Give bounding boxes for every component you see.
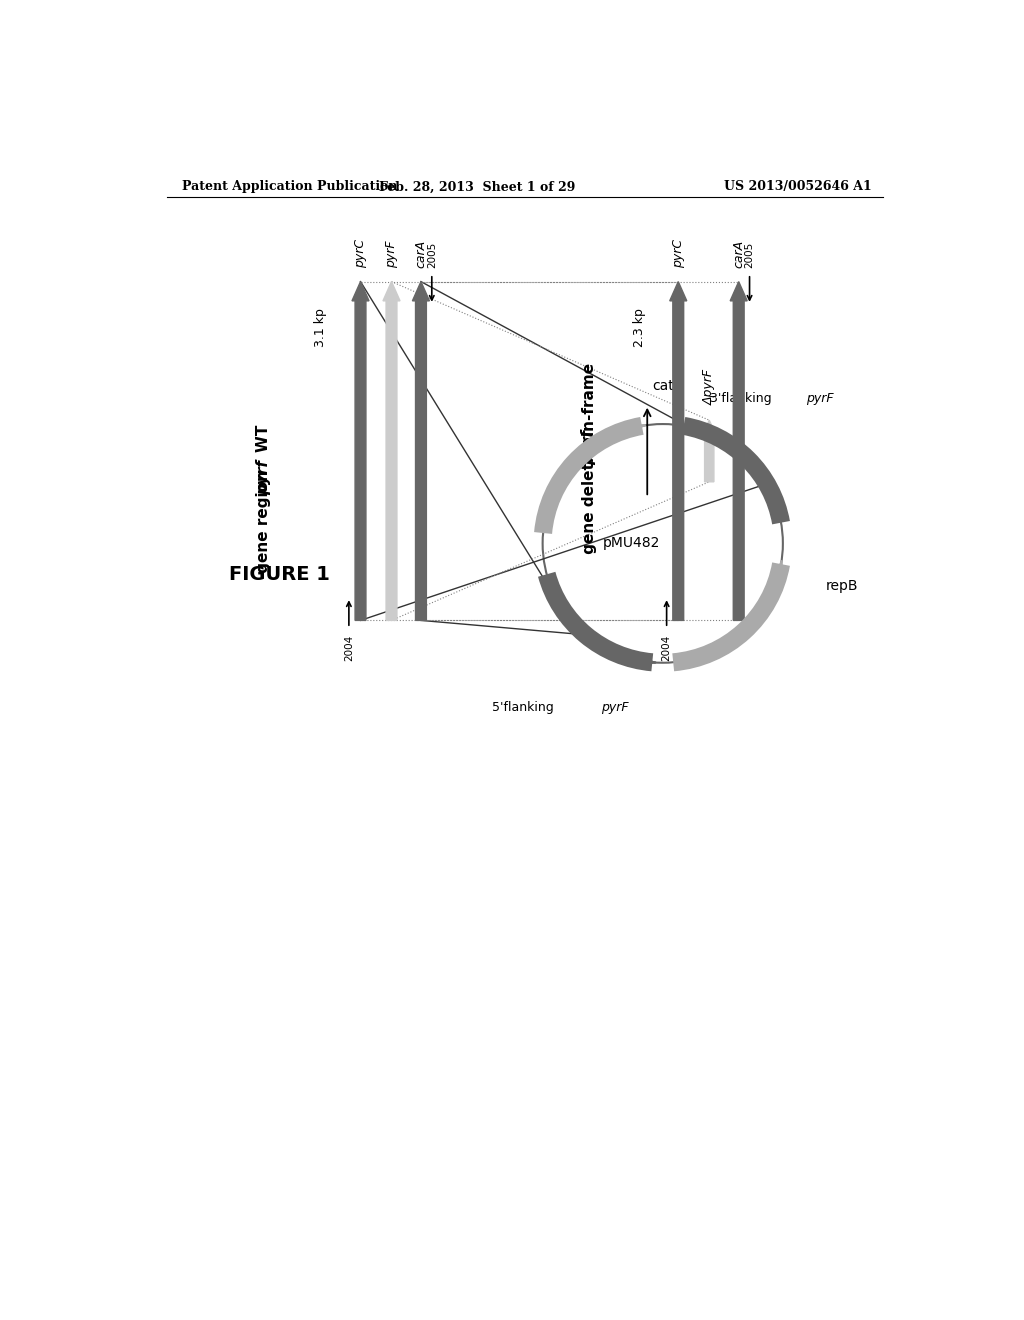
- Text: carA: carA: [415, 240, 427, 268]
- Text: pyrf: pyrf: [582, 429, 597, 465]
- Text: WT: WT: [256, 420, 271, 451]
- FancyArrow shape: [413, 281, 429, 620]
- Text: in-frame: in-frame: [582, 358, 597, 437]
- Text: ΔpyrF: ΔpyrF: [702, 368, 716, 405]
- Text: FIGURE 1: FIGURE 1: [228, 565, 330, 583]
- FancyArrow shape: [702, 420, 716, 482]
- Text: pyrC: pyrC: [672, 239, 685, 268]
- Text: Feb. 28, 2013  Sheet 1 of 29: Feb. 28, 2013 Sheet 1 of 29: [379, 181, 574, 194]
- Text: gene deletion: gene deletion: [582, 436, 597, 558]
- Text: pMU482: pMU482: [603, 536, 660, 550]
- Text: 3'flanking: 3'flanking: [710, 392, 775, 405]
- Text: 2004: 2004: [662, 635, 672, 660]
- Text: pyrF: pyrF: [385, 240, 398, 268]
- Text: gene region: gene region: [256, 470, 271, 578]
- Text: pyrF: pyrF: [806, 392, 834, 405]
- Text: pyrf: pyrf: [256, 461, 271, 495]
- Text: pyrC: pyrC: [354, 239, 367, 268]
- Text: US 2013/0052646 A1: US 2013/0052646 A1: [724, 181, 872, 194]
- FancyArrow shape: [383, 281, 400, 620]
- Text: 2005: 2005: [744, 242, 755, 268]
- Text: 3.1 kp: 3.1 kp: [313, 309, 327, 347]
- Text: 2.3 kp: 2.3 kp: [633, 309, 646, 347]
- Text: 2004: 2004: [344, 635, 354, 660]
- Text: cat: cat: [652, 379, 674, 392]
- FancyArrow shape: [730, 281, 748, 620]
- Text: Patent Application Publication: Patent Application Publication: [182, 181, 397, 194]
- FancyArrow shape: [670, 281, 687, 620]
- FancyArrow shape: [352, 281, 369, 620]
- Text: 2005: 2005: [427, 242, 437, 268]
- Text: pyrF: pyrF: [601, 701, 629, 714]
- Text: carA: carA: [732, 240, 745, 268]
- Text: repB: repB: [825, 578, 858, 593]
- Text: 5'flanking: 5'flanking: [493, 701, 558, 714]
